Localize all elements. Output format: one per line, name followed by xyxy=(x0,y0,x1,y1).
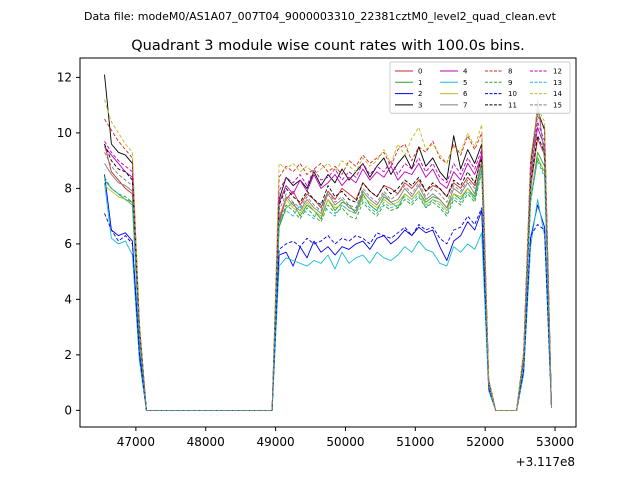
x-tick-label: 50000 xyxy=(326,435,364,449)
legend-label: 6 xyxy=(463,90,468,98)
y-tick-label: 12 xyxy=(57,70,72,84)
legend-label: 13 xyxy=(553,79,562,87)
legend-label: 8 xyxy=(508,68,512,76)
legend-label: 7 xyxy=(463,101,467,109)
series-lines xyxy=(104,74,552,411)
legend-label: 15 xyxy=(553,101,562,109)
y-tick-label: 0 xyxy=(64,403,72,417)
series-line-12 xyxy=(104,121,552,411)
data-file-label: Data file: modeM0/AS1A07_007T04_90000033… xyxy=(84,10,557,23)
axis-ticks: 47000 48000 49000 50000 51000 52000 53000 0 2 4 6 8… xyxy=(57,70,574,449)
x-offset-label: +3.117e8 xyxy=(516,455,575,469)
legend-label: 2 xyxy=(418,90,422,98)
legend-label: 9 xyxy=(508,79,512,87)
x-tick-label: 51000 xyxy=(396,435,434,449)
series-line-15 xyxy=(104,101,552,411)
legend-label: 14 xyxy=(553,90,562,98)
x-tick-label: 53000 xyxy=(536,435,574,449)
x-tick-label: 48000 xyxy=(187,435,225,449)
legend-label: 10 xyxy=(508,90,517,98)
legend-label: 12 xyxy=(553,68,562,76)
plot-frame xyxy=(79,57,577,428)
y-tick-label: 10 xyxy=(57,126,72,140)
legend-label: 4 xyxy=(463,68,468,76)
legend-box xyxy=(389,61,571,114)
legend-label: 3 xyxy=(418,101,422,109)
y-tick-label: 8 xyxy=(64,181,72,195)
x-tick-label: 49000 xyxy=(257,435,295,449)
x-tick-label: 52000 xyxy=(466,435,504,449)
y-tick-label: 4 xyxy=(64,292,72,306)
y-tick-label: 6 xyxy=(64,237,72,251)
chart-title: Quadrant 3 module wise count rates with … xyxy=(131,38,525,54)
x-tick-label: 47000 xyxy=(117,435,155,449)
y-tick-label: 2 xyxy=(64,348,72,362)
legend-label: 5 xyxy=(463,79,467,87)
series-line-9 xyxy=(104,157,552,411)
legend-label: 11 xyxy=(508,101,517,109)
legend-label: 0 xyxy=(418,68,422,76)
series-line-13 xyxy=(104,160,552,411)
legend-label: 1 xyxy=(418,79,422,87)
